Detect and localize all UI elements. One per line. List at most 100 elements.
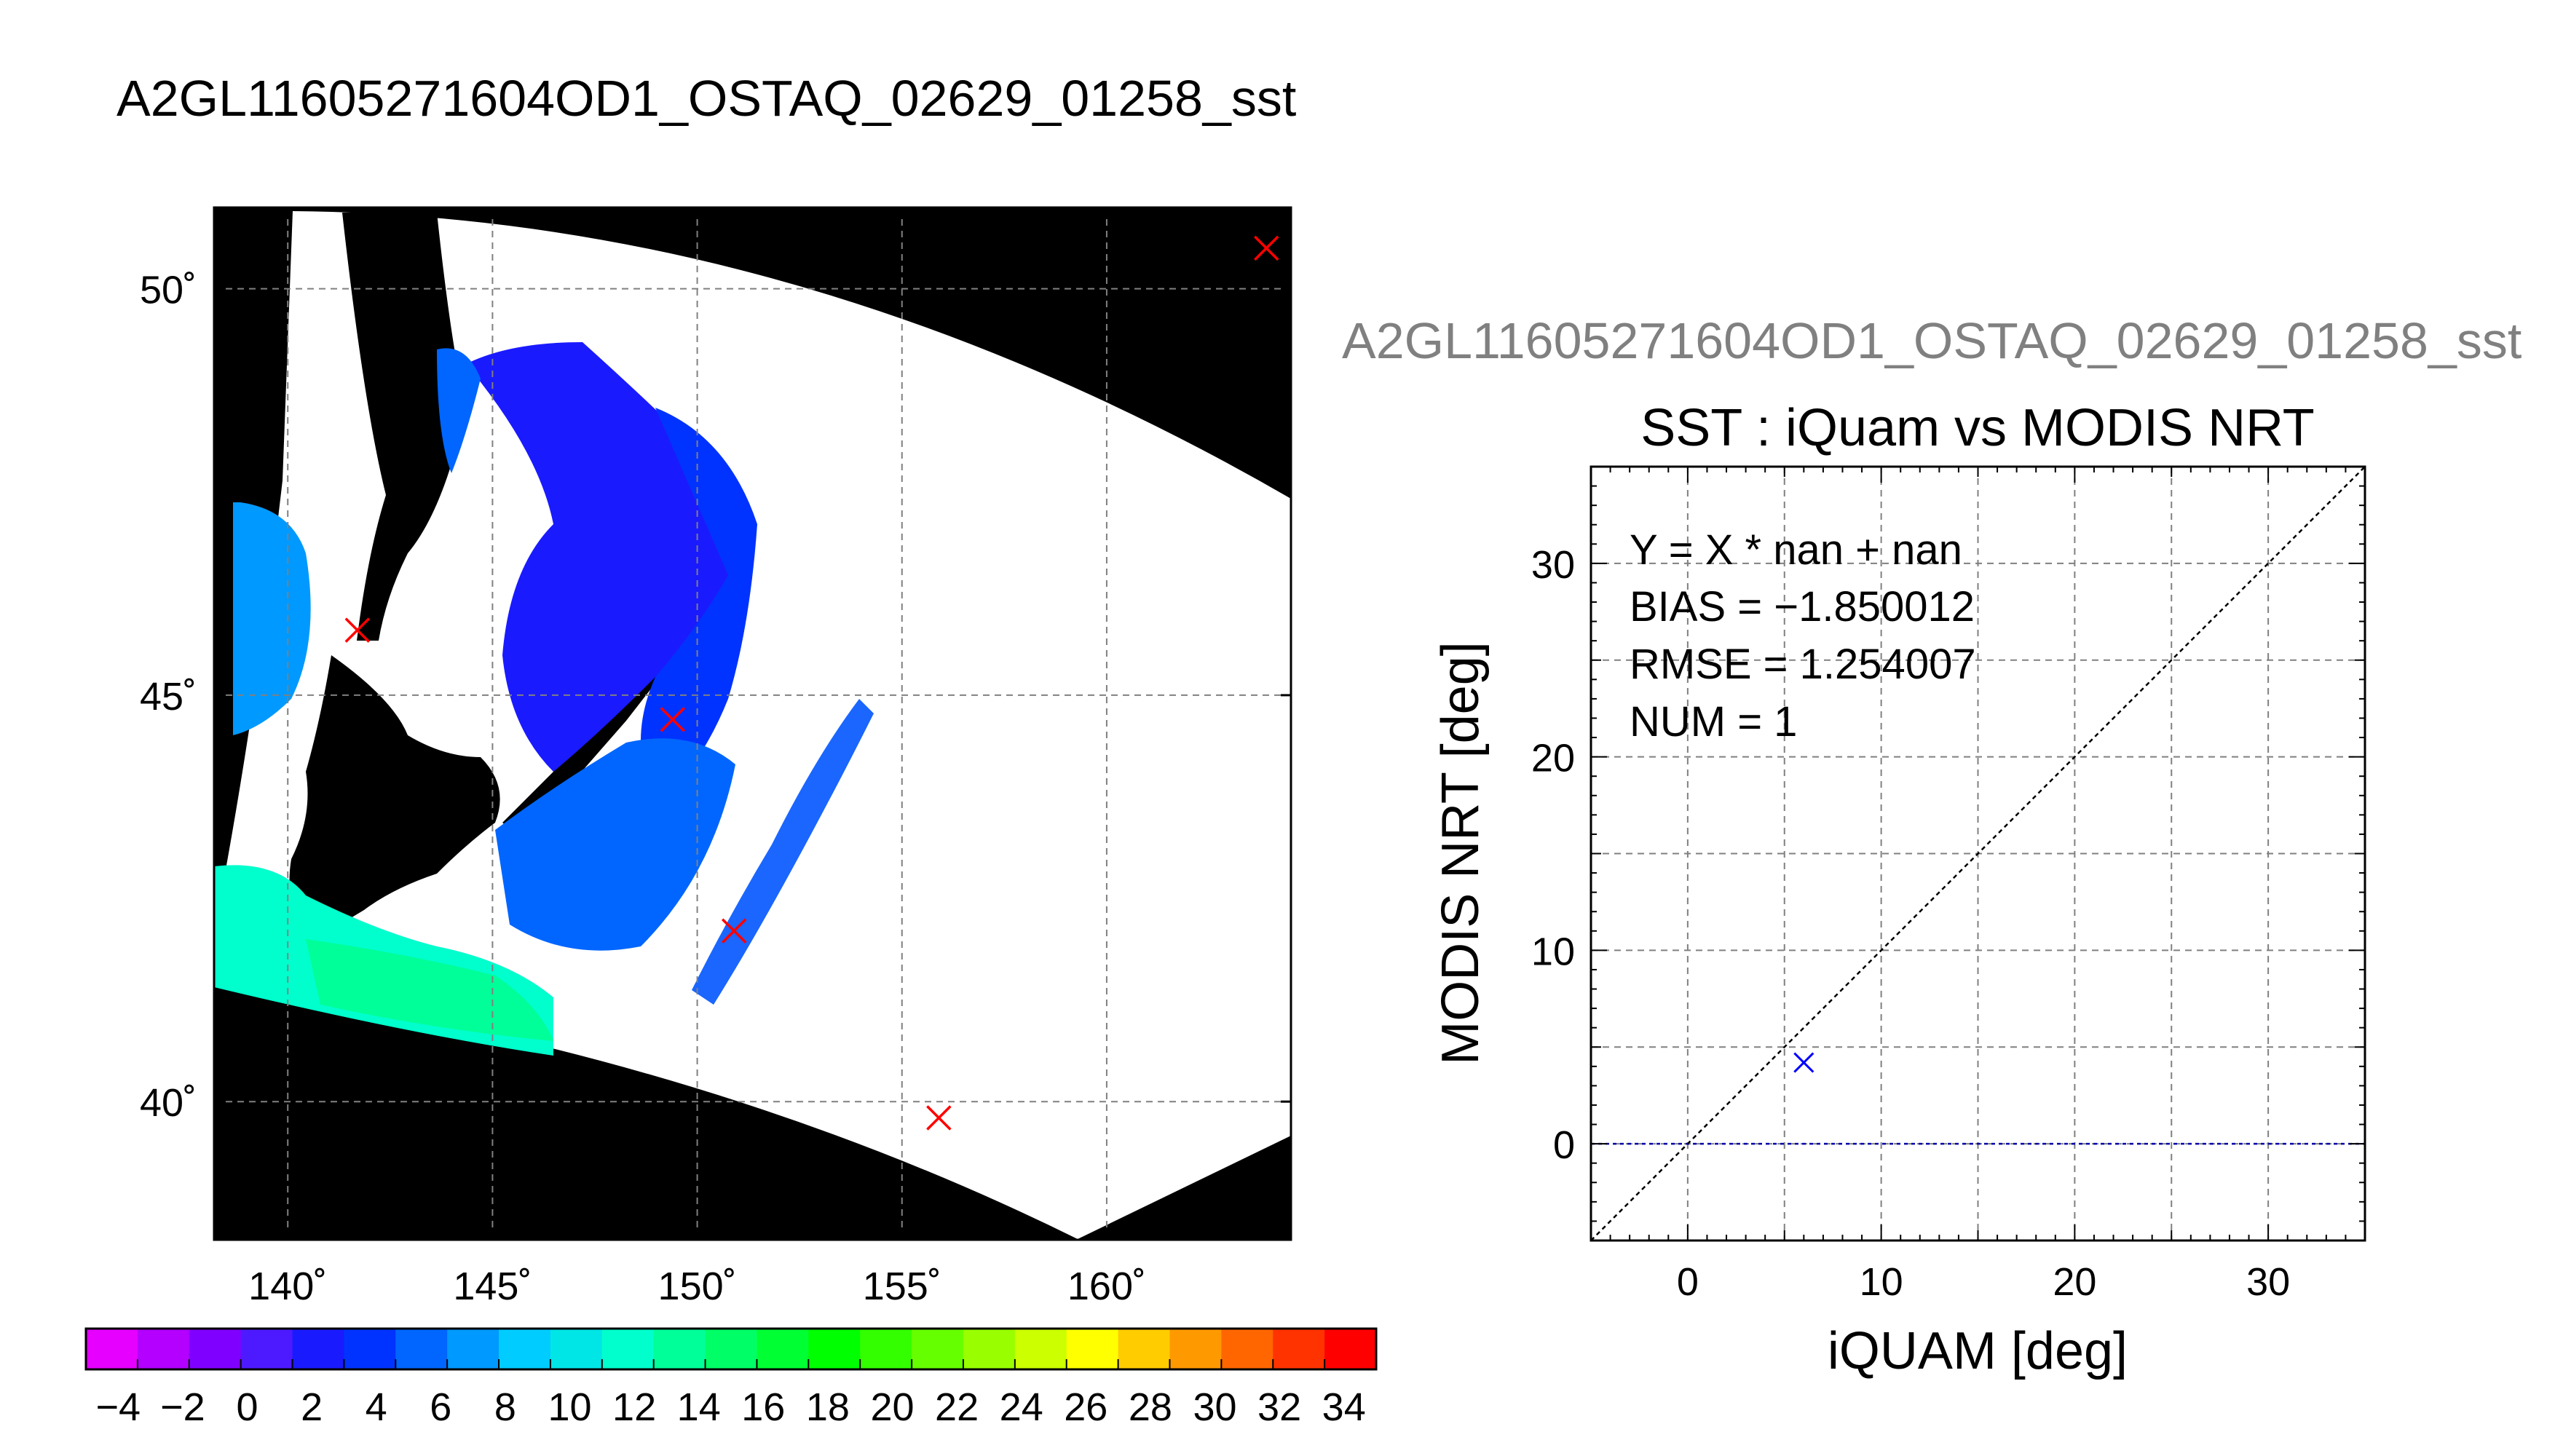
colorbar-tick-label: 26 <box>1064 1385 1107 1429</box>
map-x-tick-label: 160˚ <box>1067 1265 1146 1308</box>
colorbar-cell <box>447 1329 499 1369</box>
stats-bias: BIAS = −1.850012 <box>1630 583 1975 630</box>
colorbar-cell <box>1118 1329 1170 1369</box>
scatter-file-title: A2GL11605271604OD1_OSTAQ_02629_01258_sst <box>1342 312 2522 369</box>
map-marker <box>344 617 371 643</box>
colorbar-cell <box>1169 1329 1222 1369</box>
scatter-y-tick-label: 10 <box>1531 930 1575 973</box>
colorbar-tick-label: 0 <box>236 1385 258 1429</box>
scatter-stats: Y = X * nan + nan BIAS = −1.850012 RMSE … <box>1630 526 1976 745</box>
colorbar-cell <box>912 1329 964 1369</box>
scatter-points <box>1793 1052 1814 1073</box>
scatter-y-tick-label: 20 <box>1531 737 1575 780</box>
colorbar-cell <box>1014 1329 1067 1369</box>
colorbar-tick-label: 34 <box>1322 1385 1366 1429</box>
colorbar-tick-label: 4 <box>366 1385 387 1429</box>
scatter-x-tick-label: 30 <box>2246 1260 2290 1304</box>
map-gridlines <box>214 207 1291 1240</box>
map-y-tick-label: 45˚ <box>140 675 197 719</box>
land-sakhalin <box>342 213 466 641</box>
colorbar-tick-label: −4 <box>96 1385 141 1429</box>
colorbar-tick-label: 32 <box>1257 1385 1301 1429</box>
scatter-point <box>1793 1052 1814 1073</box>
colorbar-tick-label: 28 <box>1129 1385 1172 1429</box>
colorbar-cell <box>1066 1329 1119 1369</box>
map-marker <box>660 707 686 732</box>
map-marker-stroke-b <box>344 617 371 643</box>
map-x-tick-label: 155˚ <box>863 1265 941 1308</box>
scatter-y-tick-label: 30 <box>1531 543 1575 587</box>
colorbar-frame <box>84 1327 1378 1371</box>
colorbar-cell <box>705 1329 757 1369</box>
map-x-tick-label: 145˚ <box>453 1265 532 1308</box>
scatter-point-stroke-b <box>1793 1052 1814 1073</box>
stats-rmse: RMSE = 1.254007 <box>1630 641 1976 688</box>
colorbar-cell <box>137 1329 190 1369</box>
scatter-y-label: MODIS NRT [deg] <box>1431 641 1490 1065</box>
map-markers <box>344 235 1279 1131</box>
colorbar-cell <box>653 1329 706 1369</box>
colorbar-tick-label: 30 <box>1193 1385 1236 1429</box>
sst-colorbar: −4 −2 0 2 4 6 8 10 12 14 16 18 20 22 24 26 28 30 32 34 <box>84 1327 1378 1429</box>
colorbar-tick-label: 8 <box>494 1385 516 1429</box>
colorbar-tick-label: 20 <box>870 1385 914 1429</box>
colorbar-cell <box>601 1329 655 1369</box>
colorbar-cell <box>808 1329 861 1369</box>
map-marker-stroke-b <box>721 918 747 943</box>
colorbar-cell <box>189 1329 242 1369</box>
land-hokkaido <box>289 655 500 946</box>
colorbar-cell <box>1324 1329 1377 1369</box>
sst-japan-sea <box>233 502 311 735</box>
colorbar-cell <box>499 1329 551 1369</box>
map-x-tick-label: 140˚ <box>248 1265 327 1308</box>
scatter-y-tick-label: 0 <box>1553 1123 1575 1167</box>
sst-pacific-mid <box>495 738 735 951</box>
scatter-x-label: iQUAM [deg] <box>1828 1322 2128 1380</box>
map-y-tick-label: 50˚ <box>140 269 197 312</box>
sst-pacific-warmer <box>306 939 553 1041</box>
colorbar-tick-label: 18 <box>806 1385 850 1429</box>
one-to-one-line <box>1591 467 2365 1241</box>
scatter-panel: SST : iQuam vs MODIS NRT 0 10 20 300102030 … <box>1431 399 2366 1380</box>
map-axis-ticks: 140˚ 145˚ 150˚ 155˚ 160˚ 40˚ 45˚ 50˚ <box>140 207 1291 1308</box>
sst-okhotsk-east <box>641 408 757 801</box>
map-frame <box>213 206 1292 1241</box>
map-x-tick-label: 150˚ <box>658 1265 737 1308</box>
scatter-x-tick-label: 10 <box>1860 1260 1903 1304</box>
stats-num: NUM = 1 <box>1630 698 1797 745</box>
sst-okhotsk-cold <box>466 342 740 772</box>
map-marker <box>721 918 747 943</box>
colorbar-tick-label: 22 <box>935 1385 979 1429</box>
map-marker <box>926 1105 952 1131</box>
map-marker-stroke-b <box>660 707 686 732</box>
colorbar-cell <box>344 1329 396 1369</box>
colorbar-tick-label: 6 <box>430 1385 451 1429</box>
colorbar-cell <box>240 1329 293 1369</box>
colorbar-cell <box>86 1329 138 1369</box>
scatter-gridlines <box>1591 467 2365 1241</box>
colorbar-cell <box>395 1329 448 1369</box>
map-marker-stroke-b <box>926 1105 952 1131</box>
colorbar-cell <box>860 1329 912 1369</box>
sst-sakhalin-bay <box>437 348 481 473</box>
scatter-x-tick-label: 20 <box>2053 1260 2096 1304</box>
scatter-title: SST : iQuam vs MODIS NRT <box>1640 399 2315 457</box>
colorbar-cell <box>1221 1329 1273 1369</box>
colorbar-cell <box>550 1329 603 1369</box>
colorbar-tick-label: 24 <box>1000 1385 1043 1429</box>
scatter-x-tick-label: 0 <box>1677 1260 1699 1304</box>
colorbar-tick-label: 14 <box>677 1385 721 1429</box>
sst-map-panel: 140˚ 145˚ 150˚ 155˚ 160˚ 40˚ 45˚ 50˚ <box>140 206 1292 1308</box>
colorbar-cell <box>1273 1329 1325 1369</box>
colorbar-cell <box>963 1329 1016 1369</box>
scatter-axis-ticks: 0 10 20 30 0 10 20 30 <box>1531 466 2366 1304</box>
map-y-tick-label: 40˚ <box>140 1081 197 1125</box>
map-marker-stroke-b <box>1254 235 1279 261</box>
colorbar-tick-label: 12 <box>612 1385 656 1429</box>
colorbar-cell <box>292 1329 344 1369</box>
colorbar-tick-label: 2 <box>301 1385 323 1429</box>
colorbar-tick-label: 10 <box>548 1385 591 1429</box>
colorbar-cell <box>757 1329 809 1369</box>
stats-regression: Y = X * nan + nan <box>1630 526 1962 574</box>
